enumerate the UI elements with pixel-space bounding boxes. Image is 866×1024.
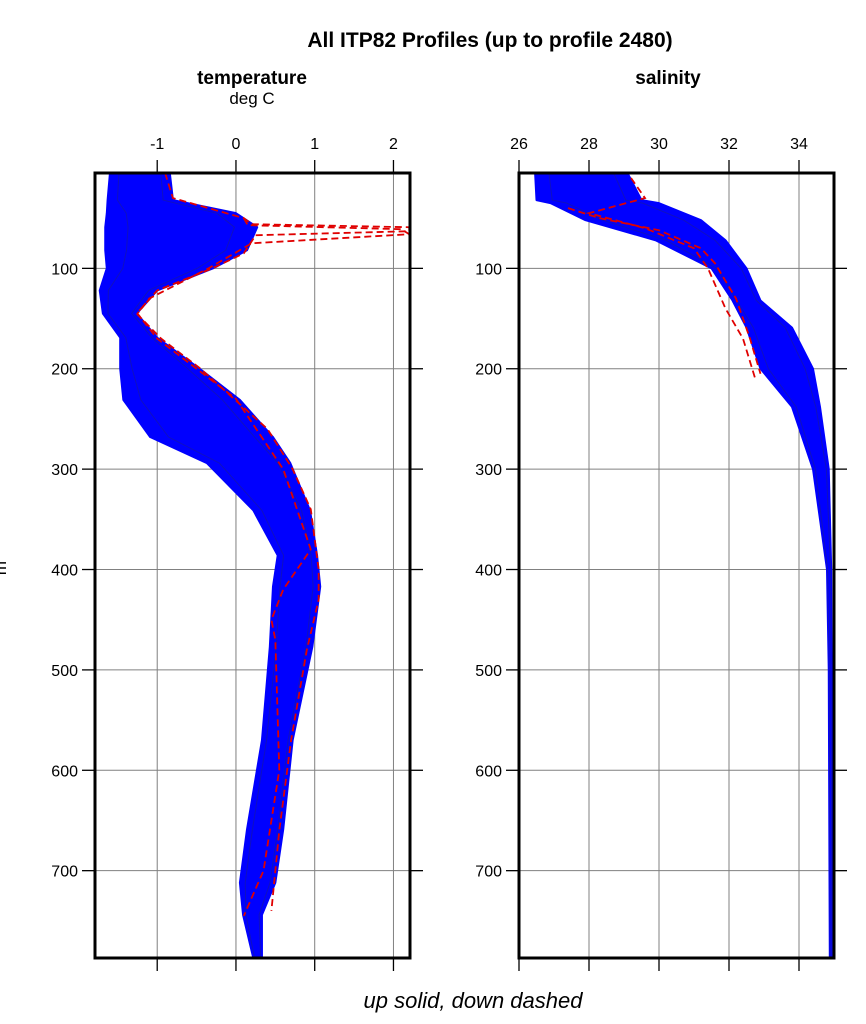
y-tick-label: 700 <box>51 864 78 881</box>
x-tick-label: 28 <box>580 136 598 153</box>
x-tick-label: -1 <box>150 136 164 153</box>
chart-title: All ITP82 Profiles (up to profile 2480) <box>307 29 672 52</box>
x-tick-label: 26 <box>510 136 528 153</box>
down-profile-line <box>136 217 410 917</box>
temperature-frame <box>93 171 412 960</box>
down-profile-line <box>567 207 762 375</box>
x-tick-label: 32 <box>720 136 738 153</box>
y-tick-label: 300 <box>475 462 502 479</box>
salinity-panel: 26 28 30 32 34 100 200 300 400 500 600 700 <box>475 136 847 971</box>
y-tick-label: 700 <box>475 864 502 881</box>
y-tick-label: 100 <box>51 261 78 278</box>
y-tick-label: 200 <box>51 362 78 379</box>
up-profile-line <box>613 173 833 958</box>
y-tick-label: 600 <box>51 763 78 780</box>
y-tick-label: 600 <box>475 763 502 780</box>
y-tick-label: 400 <box>51 563 78 580</box>
y-tick-label: 200 <box>475 362 502 379</box>
y-tick-label: 500 <box>475 663 502 680</box>
x-tick-label: 2 <box>389 136 398 153</box>
y-tick-label: 400 <box>475 563 502 580</box>
y-tick-label: 100 <box>475 261 502 278</box>
x-tick-label: 30 <box>650 136 668 153</box>
down-profile-line <box>135 173 410 911</box>
up-profiles-band <box>98 173 322 958</box>
up-profile-line <box>131 173 314 958</box>
temperature-panel-title: temperature <box>197 68 307 89</box>
down-profile-line <box>585 177 757 380</box>
x-tick-label: 0 <box>232 136 241 153</box>
up-profile-line <box>548 173 831 958</box>
salinity-data <box>534 173 834 958</box>
up-profiles-band <box>534 173 834 958</box>
y-tick-label: 300 <box>51 462 78 479</box>
y-axis-label: m <box>0 561 10 575</box>
up-profile-line <box>107 173 285 958</box>
temperature-units: deg C <box>229 89 274 108</box>
salinity-panel-title: salinity <box>635 68 701 89</box>
x-tick-label: 1 <box>310 136 319 153</box>
caption: up solid, down dashed <box>364 988 584 1013</box>
temperature-panel: -1 0 1 2 100 200 300 400 500 600 700 <box>51 136 423 971</box>
salinity-frame <box>517 171 836 960</box>
temperature-data <box>98 173 410 958</box>
x-tick-label: 34 <box>790 136 808 153</box>
y-tick-label: 500 <box>51 663 78 680</box>
